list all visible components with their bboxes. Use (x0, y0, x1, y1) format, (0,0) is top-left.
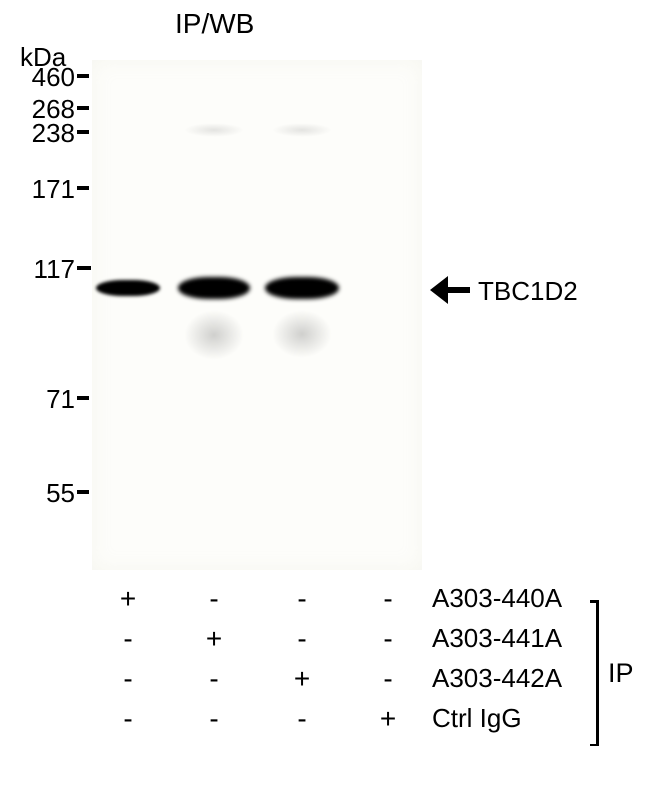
lane-symbol: - (373, 663, 403, 695)
band-smear (184, 310, 244, 360)
lane-symbol: + (373, 703, 403, 735)
ip-bracket-vertical (596, 600, 599, 746)
lane-symbol: - (113, 623, 143, 655)
lane-symbol: - (113, 663, 143, 695)
ladder-label: 55 (15, 478, 75, 509)
protein-band (96, 280, 160, 296)
ladder-label: 171 (15, 174, 75, 205)
lane-symbol: + (287, 663, 317, 695)
ip-label: IP (608, 658, 634, 689)
ladder-tick (77, 266, 91, 270)
ip-bracket-top-cap (590, 600, 596, 603)
faint-band (184, 123, 244, 137)
band-smear (272, 310, 332, 358)
figure-title: IP/WB (175, 8, 254, 40)
ladder-tick (77, 74, 89, 78)
lane-symbol: - (199, 583, 229, 615)
lane-symbol: - (373, 583, 403, 615)
ladder-tick (77, 186, 89, 190)
protein-band (178, 277, 250, 299)
lane-symbol: - (287, 623, 317, 655)
lane-symbol: + (113, 583, 143, 615)
ladder-label: 71 (15, 384, 75, 415)
lane-symbol: - (199, 663, 229, 695)
ip-bracket-bottom-cap (590, 744, 596, 747)
ladder-tick (77, 106, 89, 110)
ladder-label: 460 (15, 62, 75, 93)
arrow-shaft (448, 287, 470, 293)
ladder-tick (77, 130, 89, 134)
protein-band (265, 277, 339, 299)
lane-symbol: - (113, 703, 143, 735)
lane-symbol: - (287, 703, 317, 735)
lane-symbol: + (199, 623, 229, 655)
antibody-label: Ctrl IgG (432, 703, 522, 734)
faint-band (272, 123, 332, 137)
blot-membrane (92, 60, 422, 570)
antibody-label: A303-440A (432, 583, 562, 614)
protein-label: TBC1D2 (478, 276, 578, 307)
ladder-tick (77, 396, 89, 400)
antibody-label: A303-441A (432, 623, 562, 654)
lane-symbol: - (199, 703, 229, 735)
arrow-head (430, 276, 448, 304)
ladder-tick (77, 490, 89, 494)
lane-symbol: - (287, 583, 317, 615)
lane-symbol: - (373, 623, 403, 655)
ladder-label: 117 (15, 254, 75, 285)
figure-container: IP/WB kDa TBC1D2 IP 4602682381711177155+… (0, 0, 650, 808)
antibody-label: A303-442A (432, 663, 562, 694)
ladder-label: 238 (15, 118, 75, 149)
